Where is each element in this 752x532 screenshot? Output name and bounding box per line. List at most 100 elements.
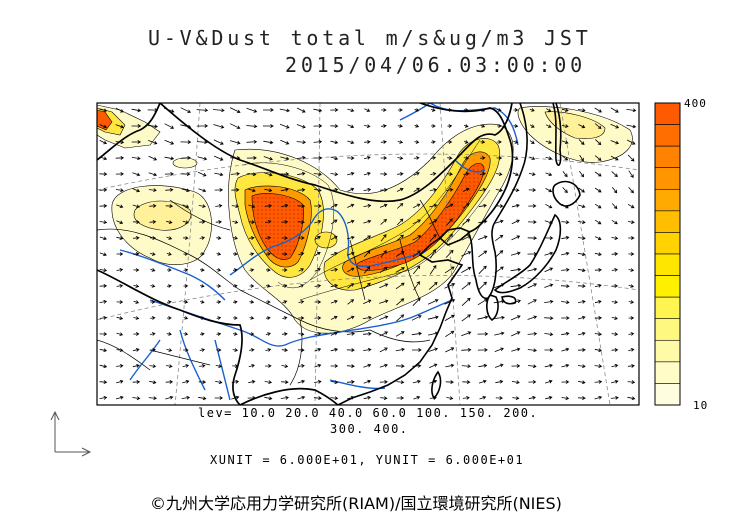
wind-vector [279,108,290,113]
wind-vector [478,265,487,275]
xy-axis-arrows-icon [50,410,92,457]
wind-vector [313,396,322,400]
wind-vector [546,108,552,112]
wind-vector [611,379,619,384]
colorbar-band [654,145,681,169]
wind-vector [493,283,505,289]
wind-vector [611,219,618,225]
wind-vector [216,284,222,288]
wind-vector [180,155,191,160]
wind-vector [578,108,586,113]
wind-vector [165,204,174,208]
wind-vector [414,124,420,128]
wind-vector [282,316,288,320]
wind-vector [213,139,224,145]
wind-vector [265,300,271,304]
wind-vector [561,363,570,368]
colorbar-band [654,124,681,147]
wind-vector [430,108,436,112]
wind-vector [480,108,486,112]
wind-vector [561,235,570,240]
wind-vector [232,252,238,256]
wind-vector [444,299,456,305]
wind-vector [511,219,520,225]
wind-vector [527,267,538,272]
wind-vector [396,218,404,226]
wind-vector [510,315,521,321]
wind-vector [232,284,238,288]
wind-vector [346,219,355,224]
wind-vector [611,236,619,240]
colorbar-band [654,188,681,212]
wind-vector [330,347,339,352]
wind-vector [246,124,258,129]
wind-vector [363,299,372,305]
wind-vector [493,315,505,320]
wind-vector [231,379,240,384]
wind-vector [412,364,422,368]
wind-vector [577,236,586,241]
wind-vector [265,284,271,288]
wind-vector [347,299,355,305]
wind-vector [165,188,174,192]
wind-vector [479,395,487,400]
wind-vector [330,172,339,177]
wind-vector [363,395,372,400]
wind-vector [611,300,618,304]
wind-vector [529,108,535,112]
wind-vector [594,316,602,320]
wind-vector [363,266,371,274]
wind-vector [298,284,305,288]
wind-vector [512,396,520,400]
wind-vector [363,363,372,368]
wind-vector [363,235,371,241]
wind-vector [232,220,239,224]
wind-vector [133,300,140,304]
wind-vector [181,395,191,400]
wind-vector [214,396,224,400]
wind-vector [166,252,172,256]
wind-vector [510,283,522,288]
wind-vector [298,268,304,272]
wind-vector [545,156,553,160]
wind-vector [265,364,272,368]
parallel-line [97,153,639,191]
wind-vector [579,154,584,162]
wind-vector [412,235,422,241]
wind-vector [545,395,553,400]
coast-kyushu [486,294,499,321]
wind-vector [363,347,372,352]
coastlines [337,103,581,405]
contour-levels-line2: 300. 400. [330,422,409,436]
wind-vector [314,300,322,304]
wind-vector [510,267,522,272]
wind-vector [279,123,290,129]
wind-vector [216,348,222,352]
wind-vector [180,107,192,113]
wind-vector [265,220,272,224]
colorbar-band [654,383,681,406]
wind-vector [427,299,439,305]
wind-vector [298,236,305,240]
wind-vector [314,204,322,208]
wind-vector [99,364,108,369]
wind-vector [164,172,174,176]
wind-vector [150,268,156,272]
wind-vector [477,348,488,352]
wind-vector [430,140,436,144]
wind-vector [561,380,570,384]
wind-vector [561,347,570,352]
wind-vector [314,332,322,336]
wind-vector [494,266,504,274]
wind-vector [478,250,488,258]
wind-vector [262,108,274,112]
wind-vector [183,284,189,288]
wind-vector [610,140,620,145]
wind-vector [133,236,140,240]
wind-vector [478,203,487,208]
dust-region-loop-blob [314,231,338,249]
wind-vector [561,316,570,320]
wind-vector [148,140,158,145]
wind-vector [99,220,108,224]
wind-vector [249,332,255,336]
